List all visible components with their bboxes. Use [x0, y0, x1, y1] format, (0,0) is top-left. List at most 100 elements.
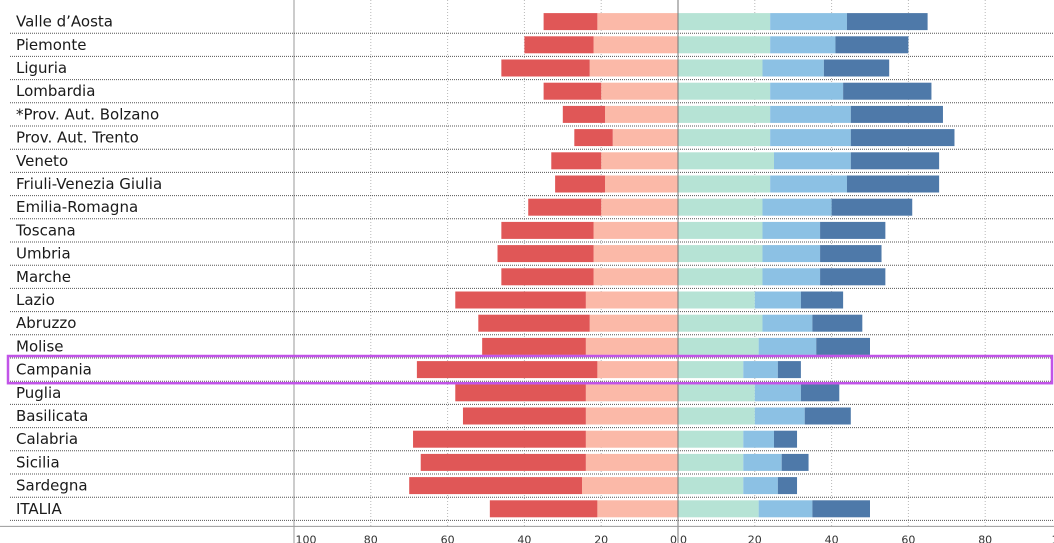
bar-segment — [605, 175, 678, 193]
x-tick-label: 60 — [441, 533, 455, 543]
bar-segment — [678, 453, 744, 471]
row-label: Basilicata — [16, 407, 88, 425]
bar-segment — [678, 82, 771, 100]
bar-segment — [781, 453, 809, 471]
bar-segment — [762, 198, 832, 216]
bar-segment — [585, 453, 678, 471]
bar-segment — [743, 430, 774, 448]
bar-segment — [774, 152, 851, 170]
x-tick-label: 20 — [748, 533, 762, 543]
row-label: Piemonte — [16, 36, 87, 54]
bar-segment — [743, 453, 782, 471]
bar-segment — [593, 221, 678, 239]
bar-segment — [420, 453, 586, 471]
bar-segment — [601, 198, 678, 216]
bar-segment — [770, 13, 847, 31]
bar-segment — [413, 430, 586, 448]
bar-segment — [678, 105, 771, 123]
bar-segment — [678, 407, 755, 425]
bar-segment — [758, 337, 817, 355]
x-tick-label: 100 — [296, 533, 317, 543]
row-label: Campania — [16, 361, 92, 379]
bar-segment — [777, 361, 801, 379]
bar-segment — [762, 268, 821, 286]
bar-segment — [551, 152, 602, 170]
bar-segment — [846, 175, 940, 193]
bar-segment — [543, 13, 598, 31]
bar-segment — [528, 198, 602, 216]
row-label: ITALIA — [16, 500, 62, 518]
row-label: Lazio — [16, 291, 55, 309]
bar-segment — [543, 82, 602, 100]
bar-segment — [678, 384, 755, 402]
row-label: Umbria — [16, 245, 71, 263]
bar-segment — [678, 361, 744, 379]
bar-segment — [770, 175, 847, 193]
x-tick-label: 40 — [825, 533, 839, 543]
bar-segment — [850, 152, 940, 170]
bar-segment — [597, 13, 678, 31]
bar-segment — [762, 59, 824, 77]
bar-segment — [524, 36, 594, 54]
bar-segment — [478, 314, 590, 332]
bar-segment — [462, 407, 586, 425]
bar-segment — [489, 500, 598, 518]
bar-segment — [497, 245, 594, 263]
bar-segment — [597, 500, 678, 518]
bar-segment — [678, 221, 763, 239]
bar-segment — [770, 36, 836, 54]
bar-segment — [762, 221, 821, 239]
bar-segment — [678, 13, 771, 31]
bar-segment — [593, 245, 678, 263]
x-tick-label: 0 — [680, 533, 687, 543]
bar-segment — [678, 59, 763, 77]
bar-segment — [597, 361, 678, 379]
bar-segment — [804, 407, 851, 425]
bar-segment — [835, 36, 909, 54]
bar-segment — [743, 477, 778, 495]
bar-segment — [593, 36, 678, 54]
bar-segment — [455, 291, 586, 309]
bar-segment — [501, 268, 594, 286]
bar-segment — [754, 384, 801, 402]
bar-segment — [416, 361, 598, 379]
bar-segment — [574, 129, 613, 147]
bar-segment — [555, 175, 606, 193]
bar-segment — [678, 36, 771, 54]
row-label: Puglia — [16, 384, 61, 402]
bar-segment — [820, 268, 886, 286]
x-tick-label: 20 — [594, 533, 608, 543]
bar-segment — [585, 407, 678, 425]
bar-segment — [501, 59, 590, 77]
bar-segment — [743, 361, 778, 379]
bar-segment — [777, 477, 798, 495]
bar-segment — [850, 105, 943, 123]
bar-segment — [758, 500, 813, 518]
bar-segment — [770, 105, 851, 123]
bar-segment — [678, 337, 759, 355]
bar-segment — [501, 221, 594, 239]
bar-segment — [770, 129, 851, 147]
row-label: Lombardia — [16, 82, 95, 100]
bar-segment — [678, 314, 763, 332]
bar-segment — [800, 291, 844, 309]
bar-segment — [605, 105, 678, 123]
bar-segment — [762, 245, 821, 263]
bar-segment — [816, 337, 870, 355]
bar-segment — [562, 105, 606, 123]
row-label: Sardegna — [16, 477, 88, 495]
row-label: Prov. Aut. Trento — [16, 129, 139, 147]
bar-segment — [585, 337, 678, 355]
bar-segment — [593, 268, 678, 286]
bar-segment — [678, 245, 763, 263]
bar-segment — [754, 291, 801, 309]
bar-segment — [678, 430, 744, 448]
bar-segment — [678, 129, 771, 147]
row-label: Emilia-Romagna — [16, 198, 138, 216]
bar-segment — [823, 59, 890, 77]
bar-segment — [678, 268, 763, 286]
bar-segment — [846, 13, 928, 31]
bar-segment — [589, 59, 678, 77]
row-label: Toscana — [15, 221, 76, 239]
bar-segment — [582, 477, 678, 495]
